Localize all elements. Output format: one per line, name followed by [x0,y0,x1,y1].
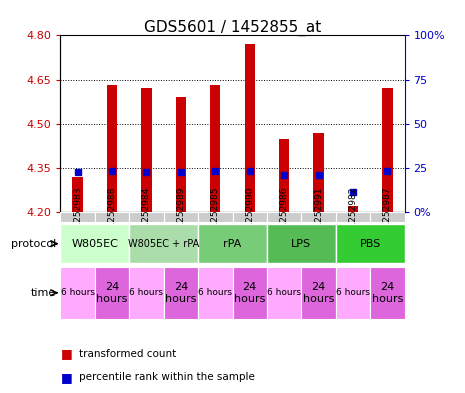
Text: 24
hours: 24 hours [165,282,197,303]
Bar [164,267,198,319]
Bar [267,212,301,222]
Text: transformed count: transformed count [79,349,176,359]
Text: GSM1252982: GSM1252982 [348,187,358,247]
Text: GSM1252990: GSM1252990 [245,187,254,247]
Text: rPA: rPA [223,239,242,249]
Text: GSM1252991: GSM1252991 [314,187,323,247]
Bar [370,267,405,319]
Bar [279,138,289,212]
Bar [232,267,267,319]
Text: ■: ■ [60,371,72,384]
Bar [313,133,324,212]
Bar [348,206,358,212]
Text: LPS: LPS [291,239,312,249]
Text: 24
hours: 24 hours [234,282,266,303]
Bar [60,212,95,222]
Text: GSM1252989: GSM1252989 [176,187,186,247]
Text: W805EC: W805EC [72,239,118,249]
Bar [129,212,164,222]
Text: ■: ■ [60,347,72,360]
Text: GSM1252988: GSM1252988 [107,187,117,247]
Bar [210,86,220,212]
Text: 6 hours: 6 hours [336,288,370,297]
Bar [370,212,405,222]
Bar [95,267,129,319]
Bar [129,224,198,263]
Bar [73,177,83,212]
Text: 6 hours: 6 hours [129,288,164,297]
Text: 24
hours: 24 hours [372,282,403,303]
Bar [164,212,198,222]
Bar [60,267,95,319]
Bar [176,97,186,212]
Text: GSM1252985: GSM1252985 [211,187,220,247]
Bar [336,212,370,222]
Text: protocol: protocol [11,239,56,249]
Text: GDS5601 / 1452855_at: GDS5601 / 1452855_at [144,20,321,36]
Text: PBS: PBS [359,239,381,249]
Text: W805EC + rPA: W805EC + rPA [128,239,199,249]
Text: GSM1252984: GSM1252984 [142,187,151,247]
Bar [301,267,336,319]
Bar [198,267,232,319]
Text: GSM1252987: GSM1252987 [383,187,392,247]
Text: 6 hours: 6 hours [60,288,95,297]
Text: 24
hours: 24 hours [96,282,128,303]
Text: GSM1252986: GSM1252986 [279,187,289,247]
Bar [141,88,152,212]
Bar [336,267,370,319]
Bar [95,212,129,222]
Bar [198,224,267,263]
Text: 6 hours: 6 hours [198,288,232,297]
Bar [232,212,267,222]
Bar [60,224,129,263]
Text: GSM1252983: GSM1252983 [73,187,82,247]
Bar [129,267,164,319]
Bar [267,267,301,319]
Bar [267,224,336,263]
Text: time: time [31,288,56,298]
Text: percentile rank within the sample: percentile rank within the sample [79,372,255,382]
Bar [107,86,117,212]
Bar [198,212,232,222]
Bar [301,212,336,222]
Bar [245,44,255,212]
Text: 6 hours: 6 hours [267,288,301,297]
Bar [382,88,392,212]
Bar [336,224,405,263]
Text: 24
hours: 24 hours [303,282,334,303]
